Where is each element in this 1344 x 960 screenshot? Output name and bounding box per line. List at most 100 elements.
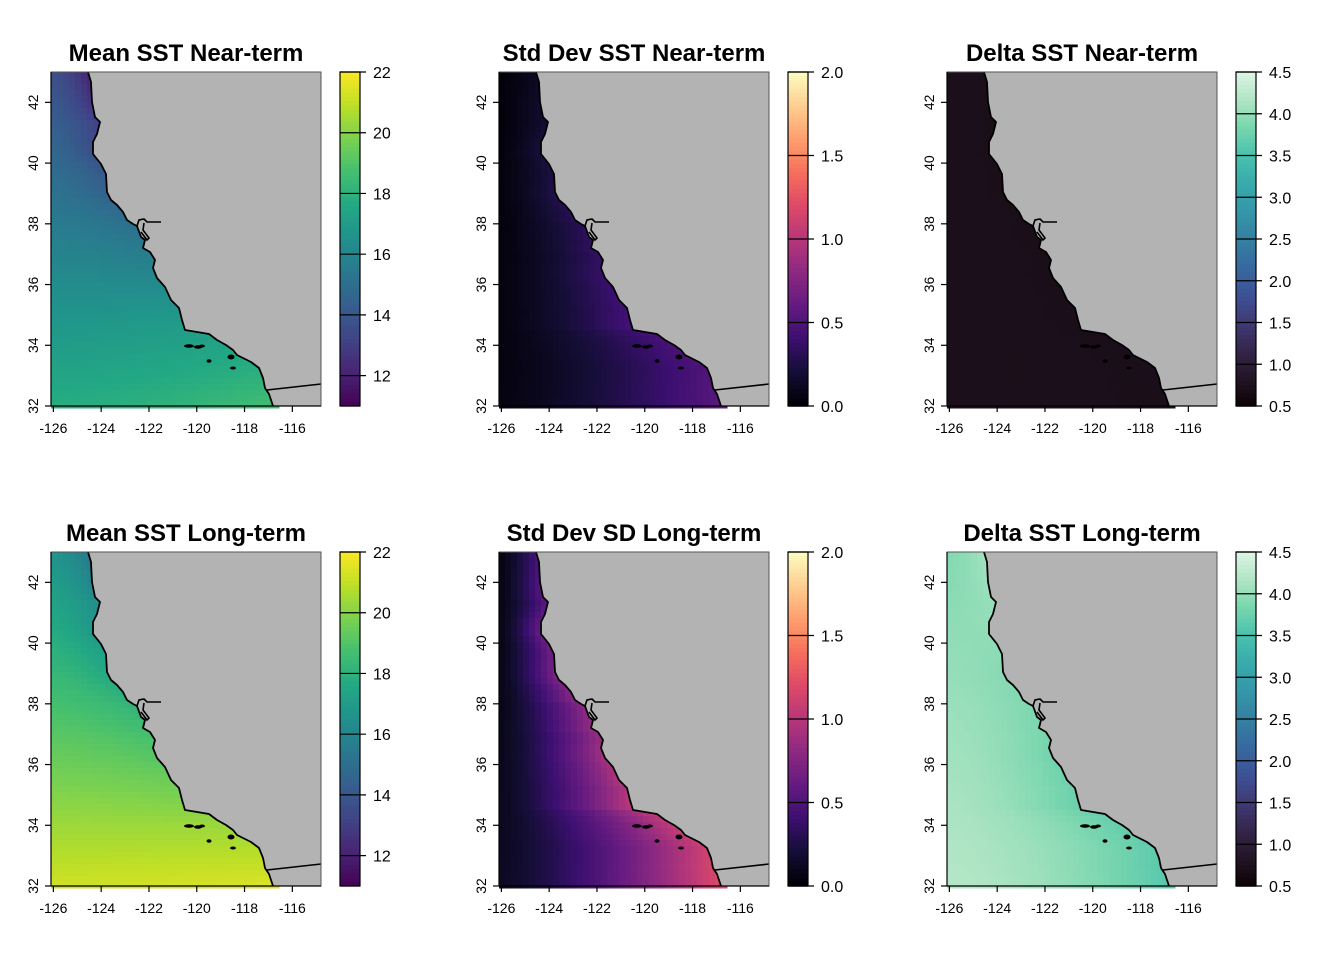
raster-cell: [57, 294, 64, 301]
raster-cell: [983, 216, 990, 223]
raster-cell: [1025, 288, 1032, 295]
raster-cell: [117, 876, 124, 883]
raster-cell: [159, 822, 166, 829]
raster-cell: [995, 270, 1002, 277]
raster-cell: [1079, 336, 1086, 343]
raster-cell: [517, 648, 524, 655]
raster-cell: [111, 828, 118, 835]
raster-cell: [583, 402, 590, 409]
raster-cell: [577, 228, 584, 235]
raster-cell: [541, 372, 548, 379]
raster-cell: [559, 690, 566, 697]
raster-cell: [135, 816, 142, 823]
raster-cell: [965, 246, 972, 253]
raster-cell: [51, 594, 58, 601]
raster-cell: [1055, 330, 1062, 337]
colorbar-segment: [1236, 188, 1256, 194]
raster-cell: [123, 336, 130, 343]
raster-cell: [1049, 276, 1056, 283]
raster-cell: [523, 204, 530, 211]
raster-cell: [613, 306, 620, 313]
raster-cell: [655, 354, 662, 361]
raster-cell: [207, 390, 214, 397]
raster-cell: [1013, 258, 1020, 265]
raster-cell: [559, 294, 566, 301]
raster-cell: [69, 804, 76, 811]
raster-cell: [261, 882, 268, 889]
raster-cell: [135, 348, 142, 355]
raster-cell: [57, 684, 64, 691]
raster-cell: [159, 288, 166, 295]
raster-cell: [165, 354, 172, 361]
raster-cell: [51, 762, 58, 769]
raster-cell: [183, 828, 190, 835]
raster-cell: [141, 804, 148, 811]
raster-cell: [57, 714, 64, 721]
raster-cell: [517, 150, 524, 157]
raster-cell: [523, 654, 530, 661]
colorbar-segment: [1236, 218, 1256, 223]
raster-cell: [261, 402, 268, 409]
raster-cell: [947, 264, 954, 271]
raster-cell: [111, 396, 118, 403]
raster-cell: [505, 312, 512, 319]
raster-cell: [649, 348, 656, 355]
raster-cell: [589, 384, 596, 391]
raster-cell: [523, 624, 530, 631]
raster-cell: [81, 552, 88, 559]
raster-cell: [1085, 330, 1092, 337]
raster-cell: [511, 660, 518, 667]
raster-cell: [613, 348, 620, 355]
raster-cell: [117, 786, 124, 793]
raster-cell: [129, 366, 136, 373]
raster-cell: [153, 810, 160, 817]
raster-cell: [1133, 402, 1140, 409]
raster-cell: [613, 336, 620, 343]
raster-cell: [529, 150, 536, 157]
raster-cell: [535, 246, 542, 253]
raster-cell: [953, 246, 960, 253]
raster-cell: [613, 378, 620, 385]
raster-cell: [529, 180, 536, 187]
raster-cell: [511, 570, 518, 577]
raster-cell: [99, 864, 106, 871]
raster-cell: [1061, 402, 1068, 409]
raster-cell: [535, 150, 542, 157]
colorbar-segment: [788, 397, 808, 403]
raster-cell: [57, 90, 64, 97]
raster-cell: [505, 126, 512, 133]
raster-cell: [1163, 402, 1170, 409]
raster-cell: [93, 330, 100, 337]
raster-cell: [147, 270, 154, 277]
raster-cell: [1091, 336, 1098, 343]
raster-cell: [947, 240, 954, 247]
raster-cell: [99, 312, 106, 319]
raster-cell: [69, 270, 76, 277]
raster-cell: [147, 858, 154, 865]
raster-cell: [57, 690, 64, 697]
raster-cell: [93, 204, 100, 211]
raster-cell: [577, 312, 584, 319]
raster-cell: [171, 324, 178, 331]
raster-cell: [117, 810, 124, 817]
raster-cell: [237, 390, 244, 397]
raster-cell: [995, 336, 1002, 343]
raster-cell: [75, 816, 82, 823]
raster-cell: [105, 336, 112, 343]
colorbar-segment: [788, 322, 808, 328]
raster-cell: [529, 366, 536, 373]
raster-cell: [75, 228, 82, 235]
colorbar-segment: [1236, 126, 1256, 132]
colorbar-segment: [340, 376, 360, 382]
raster-cell: [69, 90, 76, 97]
raster-cell: [93, 216, 100, 223]
raster-cell: [189, 810, 196, 817]
raster-cell: [111, 264, 118, 271]
raster-cell: [183, 816, 190, 823]
raster-cell: [1043, 264, 1050, 271]
raster-cell: [105, 270, 112, 277]
raster-cell: [607, 360, 614, 367]
raster-cell: [1043, 324, 1050, 331]
raster-cell: [105, 354, 112, 361]
raster-cell: [249, 372, 256, 379]
